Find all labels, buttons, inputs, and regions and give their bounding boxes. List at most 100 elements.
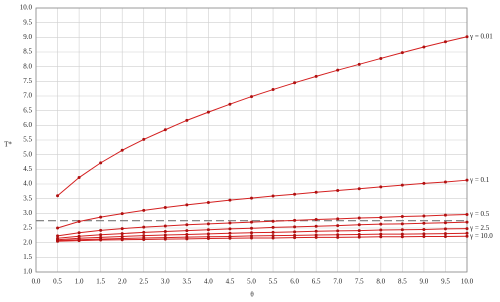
data-point xyxy=(379,56,383,60)
x-tick-label: 7.0 xyxy=(333,278,342,286)
x-tick-label: 2.0 xyxy=(118,278,127,286)
data-point xyxy=(465,35,469,39)
series-label: γ = 10.0 xyxy=(469,232,493,240)
data-point xyxy=(443,180,447,184)
x-tick-label: 4.0 xyxy=(204,278,213,286)
data-point xyxy=(293,218,297,222)
y-tick-label: 8.0 xyxy=(23,62,32,70)
x-tick-label: 5.0 xyxy=(247,278,256,286)
x-tick-label: 3.5 xyxy=(182,278,191,286)
data-point xyxy=(271,230,275,234)
series-label: γ = 0.5 xyxy=(469,210,490,218)
x-tick-label: 10.0 xyxy=(461,278,474,286)
data-point xyxy=(400,232,404,236)
data-point xyxy=(271,194,275,198)
data-point xyxy=(206,222,210,226)
data-point xyxy=(443,221,447,225)
data-point xyxy=(99,228,103,232)
data-point xyxy=(77,220,81,224)
data-point xyxy=(336,235,340,239)
data-point xyxy=(185,237,189,241)
data-point xyxy=(400,235,404,239)
data-point xyxy=(400,215,404,219)
x-tick-label: 1.5 xyxy=(96,278,105,286)
series-line xyxy=(57,228,468,241)
data-point xyxy=(465,178,469,182)
data-point xyxy=(250,95,253,99)
data-point xyxy=(336,217,340,221)
data-point xyxy=(422,214,426,218)
y-tick-label: 10.0 xyxy=(20,4,33,12)
data-point xyxy=(357,232,361,236)
y-tick-label: 1.5 xyxy=(23,253,32,261)
data-point xyxy=(142,137,146,141)
data-point xyxy=(379,222,383,226)
x-tick-label: 6.0 xyxy=(290,278,299,286)
x-tick-label: 9.5 xyxy=(441,278,450,286)
data-point xyxy=(293,81,297,85)
data-point xyxy=(250,231,253,235)
x-tick-label: 7.5 xyxy=(355,278,364,286)
data-point xyxy=(206,110,210,114)
data-point xyxy=(443,227,447,231)
data-point xyxy=(314,229,318,233)
series-label: γ = 0.01 xyxy=(469,32,493,40)
x-axis-title: θ xyxy=(250,291,254,299)
data-point xyxy=(465,227,469,231)
data-point xyxy=(400,51,404,55)
y-tick-label: 9.0 xyxy=(23,33,32,41)
x-tick-label: 0.5 xyxy=(53,278,62,286)
data-point xyxy=(228,221,232,225)
y-tick-label: 2.5 xyxy=(23,224,32,232)
series-line xyxy=(57,235,468,242)
y-tick-label: 5.0 xyxy=(23,150,32,158)
data-point xyxy=(77,239,81,243)
data-point xyxy=(465,220,469,224)
series-label: γ = 0.1 xyxy=(469,176,490,184)
data-point xyxy=(379,228,383,232)
y-tick-label: 7.5 xyxy=(23,77,32,85)
data-point xyxy=(56,234,60,238)
data-point xyxy=(465,234,469,238)
data-point xyxy=(336,229,340,233)
series-line xyxy=(57,214,468,237)
data-point xyxy=(77,231,81,235)
data-point xyxy=(357,62,361,66)
x-tick-label: 0.0 xyxy=(32,278,41,286)
data-point xyxy=(357,235,361,239)
y-tick-label: 9.5 xyxy=(23,18,32,26)
data-point xyxy=(120,148,124,152)
data-point xyxy=(400,228,404,232)
data-point xyxy=(99,161,103,165)
data-point xyxy=(206,200,210,204)
data-point xyxy=(163,224,167,228)
x-tick-label: 5.5 xyxy=(269,278,278,286)
data-point xyxy=(271,219,275,223)
data-point xyxy=(250,234,253,238)
data-point xyxy=(163,237,167,241)
y-tick-label: 3.0 xyxy=(23,209,32,217)
x-tick-label: 1.0 xyxy=(75,278,84,286)
data-point xyxy=(250,196,253,200)
data-point xyxy=(142,230,146,234)
data-point xyxy=(422,181,426,185)
data-point xyxy=(336,188,340,192)
data-point xyxy=(271,234,275,238)
x-tick-label: 6.5 xyxy=(312,278,321,286)
data-point xyxy=(314,235,318,239)
data-point xyxy=(185,118,189,122)
data-point xyxy=(379,185,383,189)
data-point xyxy=(163,128,167,132)
x-tick-label: 8.0 xyxy=(376,278,385,286)
data-point xyxy=(206,232,210,236)
data-point xyxy=(293,230,297,234)
series-line xyxy=(57,232,468,242)
data-point xyxy=(250,236,253,240)
data-point xyxy=(314,224,318,228)
data-point xyxy=(293,236,297,240)
data-point xyxy=(336,224,340,228)
data-point xyxy=(271,236,275,240)
y-tick-label: 2.0 xyxy=(23,238,32,246)
y-tick-label: 3.5 xyxy=(23,194,32,202)
